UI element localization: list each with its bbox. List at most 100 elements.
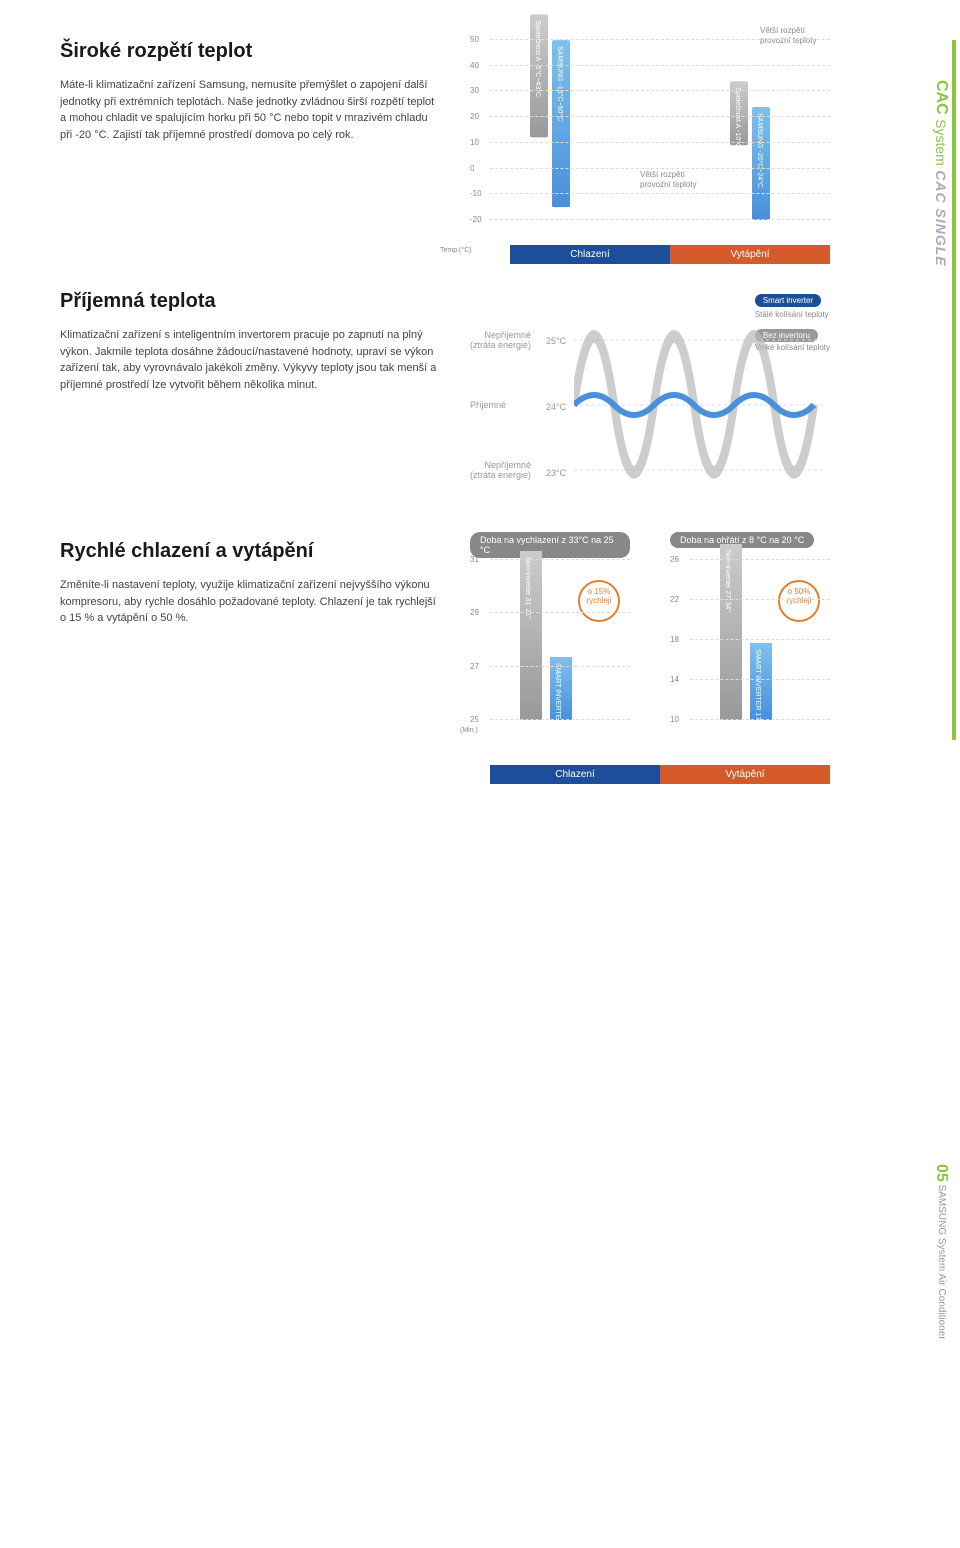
cooling-compA-label: Společnost A -5°C~43°C (534, 20, 541, 97)
row-bot-label: Nepříjemné (ztráta energie) (470, 460, 531, 480)
section3-text: Rychlé chlazení a vytápění Změníte-li na… (60, 540, 440, 760)
yaxis-label: Temp.(°C) (440, 247, 472, 254)
section3-title: Rychlé chlazení a vytápění (60, 540, 440, 563)
ytick: 10 (670, 715, 679, 724)
heating-compA-label: Společnost A -10°C~15°C (734, 87, 741, 168)
section-speed: Rychlé chlazení a vytápění Změníte-li na… (60, 540, 900, 760)
section2-body: Klimatizační zařízení s inteligentním in… (60, 327, 440, 393)
ytick: 30 (470, 86, 479, 95)
gridline (490, 39, 830, 40)
ytick: -20 (470, 215, 482, 224)
section-comfort: Příjemná teplota Klimatizační zařízení s… (60, 290, 900, 490)
ytick: 20 (470, 112, 479, 121)
heating-samsung-label: SAMSUNG -20°C~24°C (756, 113, 763, 188)
ytick: 27 (470, 662, 479, 671)
gridline (490, 65, 830, 66)
footer-num: 05 (933, 1164, 950, 1182)
temp-24: 24°C (546, 402, 566, 412)
speed-heating-block: Doba na ohřátí z 8 °C na 20 °C Non-inver… (670, 540, 830, 740)
side-accent-bar (952, 40, 956, 740)
cool-noninv-bar: Non-inverter 31' 21" (520, 551, 542, 720)
row-mid-label: Příjemné (470, 400, 506, 410)
gridline (690, 599, 830, 600)
wave-svg (574, 310, 824, 490)
cooling-samsung-label: SAMSUNG -15°C~50°C (556, 46, 563, 121)
ytick: 40 (470, 61, 479, 70)
ytick: 50 (470, 35, 479, 44)
spacer (60, 810, 900, 1330)
heating-samsung-bar: SAMSUNG -20°C~24°C (752, 107, 770, 220)
footer-line: System Air Conditioner (936, 1238, 947, 1340)
ytick: 25 (470, 715, 479, 724)
footer-brand: SAMSUNG (936, 1185, 947, 1236)
heat-badge: o 50% rychleji (778, 580, 820, 622)
footer: 05 SAMSUNG System Air Conditioner (932, 1164, 950, 1340)
heat-noninv-bar: Non-inverter 27' 34" (720, 544, 742, 720)
anno-mid: Větší rozpětí provozní teploty (640, 170, 710, 189)
sidetab-system: System (933, 119, 949, 166)
gridline (490, 666, 630, 667)
legend-cooling: Chlazení (510, 245, 670, 264)
speed-chart: Doba na vychlazení z 33°C na 25 °C Non-i… (470, 540, 830, 760)
temp-23: 23°C (546, 468, 566, 478)
smart-pill: Smart inverter (755, 294, 821, 307)
gridline (490, 719, 630, 720)
cooling-title: Doba na vychlazení z 33°C na 25 °C (470, 532, 630, 558)
row-top-label: Nepříjemné (ztráta energie) (470, 330, 531, 350)
ytick: -10 (470, 189, 482, 198)
comfort-wave-chart: Smart inverter Stálé kolísání teploty Be… (470, 290, 830, 490)
legend-heating: Vytápění (670, 245, 830, 264)
section-temp-range: Široké rozpětí teplot Máte-li klimatizač… (60, 40, 900, 240)
gridline (690, 679, 830, 680)
section2-chart-col: Smart inverter Stálé kolísání teploty Be… (470, 290, 900, 490)
cool-smart-bar: SMART INVERTER 27' 21" (550, 657, 572, 720)
gridline (490, 559, 630, 560)
temp-range-chart: Větší rozpětí provozní teploty Větší roz… (470, 40, 830, 240)
section1-title: Široké rozpětí teplot (60, 40, 440, 63)
cooling-compA-bar: Společnost A -5°C~43°C (530, 14, 548, 137)
gridline (490, 168, 830, 169)
ytick: 22 (670, 595, 679, 604)
gridline (490, 142, 830, 143)
ytick: 10 (470, 138, 479, 147)
speed-cooling-block: Doba na vychlazení z 33°C na 25 °C Non-i… (470, 540, 630, 740)
heating-bars: Společnost A -10°C~15°C SAMSUNG -20°C~24… (730, 107, 770, 220)
section2-text: Příjemná teplota Klimatizační zařízení s… (60, 290, 440, 490)
ytick: 29 (470, 608, 479, 617)
gridline (490, 116, 830, 117)
gridline (490, 90, 830, 91)
cool-noninv-label: Non-inverter 31' 21" (524, 557, 531, 619)
cooling-bars: Společnost A -5°C~43°C SAMSUNG -15°C~50°… (530, 53, 570, 220)
page: CAC System CAC SINGLE Široké rozpětí tep… (0, 0, 960, 1370)
ytick: 18 (670, 635, 679, 644)
section3-chart-col: Doba na vychlazení z 33°C na 25 °C Non-i… (470, 540, 900, 760)
heat-smart-bar: SMART INVERTER 17' 41" (750, 643, 772, 720)
gridline (690, 639, 830, 640)
yaxis-min-label: (Min.) (460, 727, 478, 734)
speed-legend: Chlazení Vytápění (490, 765, 830, 784)
ytick: 26 (670, 555, 679, 564)
heating-title: Doba na ohřátí z 8 °C na 20 °C (670, 532, 814, 548)
ytick: 14 (670, 675, 679, 684)
gridline (690, 719, 830, 720)
cool-badge: o 15% rychleji (578, 580, 620, 622)
chart1-legend: Chlazení Vytápění (510, 245, 830, 264)
gridline (490, 612, 630, 613)
speed-legend-cooling: Chlazení (490, 765, 660, 784)
gridline (490, 219, 830, 220)
ytick: 31 (470, 555, 479, 564)
side-tab: CAC System CAC SINGLE (932, 80, 950, 267)
ytick: 0 (470, 164, 474, 173)
section3-body: Změníte-li nastavení teploty, využije kl… (60, 577, 440, 627)
heat-smart-label: SMART INVERTER 17' 41" (754, 649, 761, 734)
gridline (490, 193, 830, 194)
sidetab-cacsingle: CAC SINGLE (933, 170, 949, 266)
section1-body: Máte-li klimatizační zařízení Samsung, n… (60, 77, 440, 143)
sidetab-cac: CAC (933, 80, 950, 115)
gridline (690, 559, 830, 560)
section1-chart-col: Větší rozpětí provozní teploty Větší roz… (470, 40, 900, 240)
section1-text: Široké rozpětí teplot Máte-li klimatizač… (60, 40, 440, 240)
anno-top: Větší rozpětí provozní teploty (760, 26, 830, 45)
temp-25: 25°C (546, 336, 566, 346)
cool-smart-label: SMART INVERTER 27' 21" (554, 663, 561, 748)
